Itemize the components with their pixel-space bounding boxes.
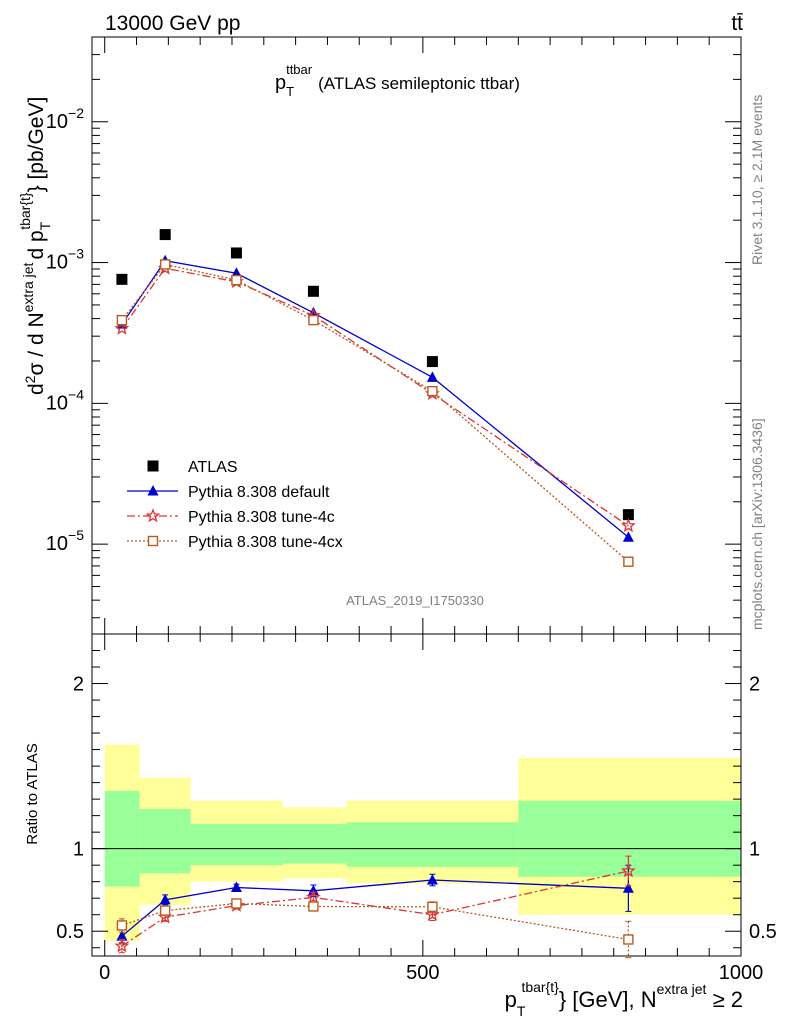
main-ytick-label: 10−2 (46, 105, 84, 133)
ratio-point (114, 938, 130, 953)
series-line (121, 267, 629, 527)
main-ytick-label: 10−4 (46, 386, 84, 414)
ratio-line (121, 879, 629, 937)
green-band (139, 809, 191, 874)
process-label: tt̄ (731, 12, 743, 35)
ratio-point (231, 898, 242, 909)
ratio-ytick-label: 2 (749, 674, 760, 696)
collision-label: 13000 GeV pp (105, 12, 240, 35)
series-line (121, 263, 629, 563)
uncertainty-bands (92, 744, 741, 942)
data-point (308, 314, 319, 326)
main-series-layer (114, 229, 636, 567)
ratio-point (622, 882, 634, 893)
title-symbol: p (275, 72, 286, 94)
data-point (230, 247, 242, 259)
ratio-panel: 0.5 0.5 1 1 2 2 0 500 1000 Ratio to ATLAS pTtbar… (24, 633, 777, 1019)
ratio-ytick-label: 1 (73, 839, 84, 861)
ratio-point (620, 863, 636, 878)
data-point (116, 314, 128, 326)
legend: ATLAS Pythia 8.308 default Pythia 8.308 tu… (127, 459, 343, 551)
main-panel: 10−5 10−4 10−3 10−2 pTttbar (ATLAS semilepto… (17, 36, 742, 635)
rivet-version-label: Rivet 3.1.10, ≥ 2.1M events (749, 95, 765, 265)
ratio-point (425, 906, 440, 922)
main-ytick-label: 10−5 (46, 527, 84, 555)
main-axis-ticks: 10−5 10−4 10−3 10−2 (46, 36, 742, 634)
legend-marker (147, 485, 159, 496)
ratio-frame (91, 633, 742, 957)
green-band (104, 790, 140, 887)
data-point (622, 531, 634, 542)
ratio-point (306, 889, 321, 904)
ratio-point (230, 881, 242, 892)
data-point (159, 259, 171, 270)
legend-label: Pythia 8.308 tune-4c (188, 509, 335, 526)
ratio-xtick-label: 500 (406, 962, 439, 984)
title-subscript: T (286, 84, 294, 99)
ratio-point (159, 905, 171, 916)
x-axis-label: pTtbar{t}} [GeV], Nextra jet ≥ 2 (505, 979, 743, 1019)
ratio-xtick-label: 1000 (719, 962, 764, 984)
ratio-ylabel: Ratio to ATLAS (24, 743, 41, 844)
data-point (623, 556, 634, 567)
data-point (426, 371, 438, 382)
ratio-point (426, 874, 438, 885)
legend-label: Pythia 8.308 default (188, 484, 330, 501)
ratio-line (121, 870, 629, 947)
data-point (426, 356, 438, 368)
green-band (518, 800, 741, 877)
legend-marker (147, 460, 159, 472)
data-point (307, 285, 319, 297)
ratio-series-layer (114, 855, 636, 959)
ratio-ytick-label: 2 (73, 674, 84, 696)
main-ylabel: d2σ / d Nextra jetd pTtbar{t}} [pb/GeV] (17, 97, 53, 395)
ratio-ytick-label: 0.5 (749, 921, 777, 943)
analysis-label: ATLAS_2019_I1750330 (346, 593, 484, 608)
title-description: (ATLAS semileptonic ttbar) (318, 74, 520, 93)
ratio-point (116, 930, 128, 941)
ratio-ytick-label: 1 (749, 839, 760, 861)
data-point (114, 320, 130, 335)
ratio-point (116, 920, 128, 931)
legend-marker (145, 508, 161, 523)
legend-label: ATLAS (188, 459, 238, 476)
ratio-point (623, 934, 634, 945)
data-point (427, 385, 438, 397)
mcplots-label: mcplots.cern.ch [arXiv:1306.3436] (749, 418, 765, 630)
title-superscript: ttbar (286, 62, 313, 77)
green-band (282, 823, 347, 864)
data-point (620, 518, 636, 533)
main-ytick-label: 10−3 (46, 246, 84, 274)
ratio-ytick-label: 0.5 (56, 921, 84, 943)
ratio-point (427, 901, 438, 912)
green-band (190, 823, 283, 866)
ratio-axis-ticks: 0.5 0.5 1 1 2 2 0 500 1000 (56, 633, 777, 984)
ratio-point (308, 901, 319, 912)
legend-label: Pythia 8.308 tune-4cx (188, 534, 343, 551)
data-point (116, 273, 128, 285)
data-point (622, 509, 634, 521)
green-band (346, 822, 519, 867)
data-point (159, 229, 171, 241)
ratio-point (159, 893, 171, 905)
legend-marker (147, 535, 159, 547)
data-point (231, 274, 242, 286)
ratio-xtick-label: 0 (99, 962, 110, 984)
plot-title: pTttbar (ATLAS semileptonic ttbar) (275, 62, 520, 99)
series-line (121, 259, 629, 538)
